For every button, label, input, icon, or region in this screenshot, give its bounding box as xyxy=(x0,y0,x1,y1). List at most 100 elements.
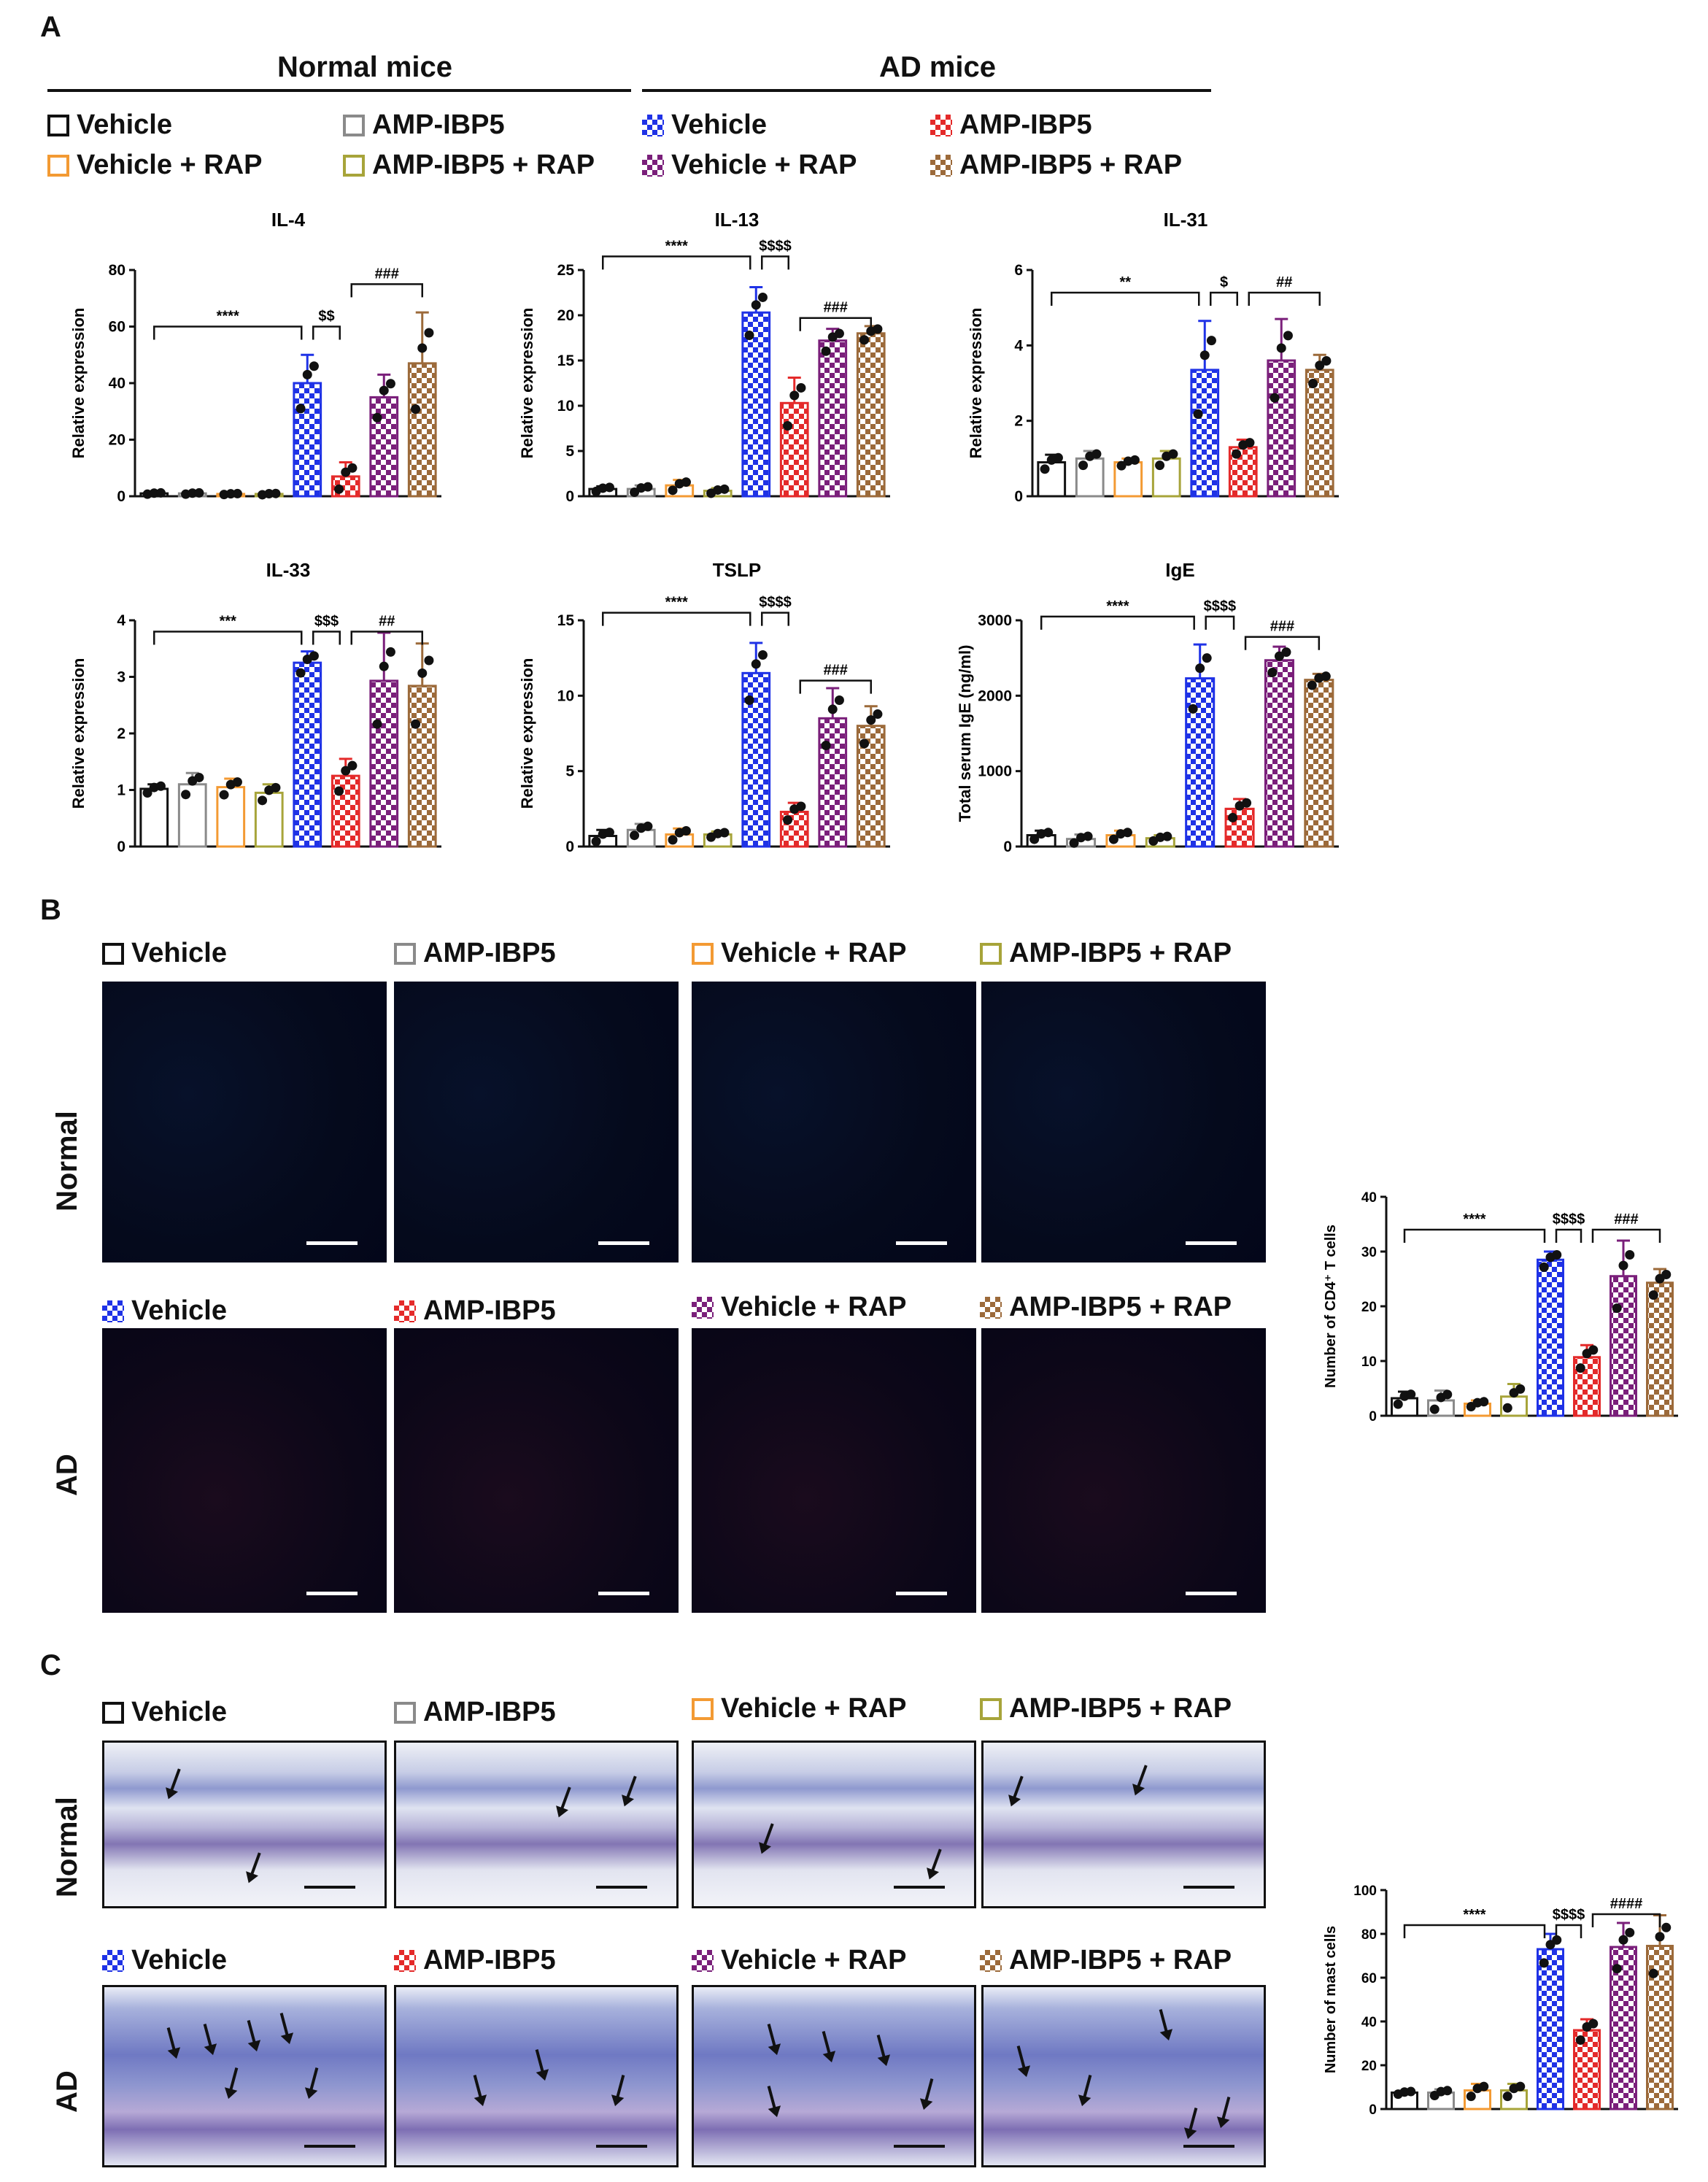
significance-bracket xyxy=(1205,615,1235,630)
legend-ad-vehicle-rap: Vehicle + RAP xyxy=(642,150,857,181)
data-point xyxy=(1155,460,1165,471)
mast-cell-arrow xyxy=(767,2086,777,2110)
if-image-ad-amp xyxy=(394,1328,679,1613)
ad-mice-title: AD mice xyxy=(878,51,997,83)
b-row-label-ad: AD xyxy=(51,1454,83,1496)
significance-bracket xyxy=(1248,291,1321,306)
swatch-check-red xyxy=(930,114,952,136)
significance-label: $$$$ xyxy=(1553,1211,1585,1227)
data-point xyxy=(334,484,344,494)
bar xyxy=(818,717,848,848)
scale-bar xyxy=(894,1886,945,1889)
significance-bracket xyxy=(1403,1228,1546,1243)
chart-il33: IL-33 Relative expression 0 1 2 3 4 *** $$$ ## xyxy=(69,559,441,855)
data-point xyxy=(719,828,730,838)
y-tick-label: 15 xyxy=(557,612,575,629)
swatch-check-blue xyxy=(102,1300,124,1322)
legend-ad-amp: AMP-IBP5 xyxy=(930,109,1092,141)
scale-bar xyxy=(896,1241,947,1245)
data-point xyxy=(1575,1363,1585,1373)
mast-cell-arrow xyxy=(203,2024,213,2048)
swatch-check-blue xyxy=(102,1949,124,1972)
data-point xyxy=(1552,1250,1562,1260)
significance-bracket xyxy=(1040,615,1195,630)
bar xyxy=(1304,679,1334,848)
histo-image-ad-amp xyxy=(394,1985,679,2167)
data-point xyxy=(827,704,838,714)
swatch-open-black xyxy=(102,1701,124,1724)
mast-cell-arrow xyxy=(1012,1776,1024,1800)
mast-cell-arrow xyxy=(279,2013,290,2038)
c-row-label-normal: Normal xyxy=(51,1797,83,1897)
bar xyxy=(139,787,169,848)
data-point xyxy=(149,488,159,498)
legend-label: Vehicle + RAP xyxy=(721,938,907,968)
legend-label: Vehicle + RAP xyxy=(671,150,857,180)
significance-label: $$$ xyxy=(314,614,339,630)
data-point xyxy=(1442,1389,1453,1400)
data-point xyxy=(643,821,653,831)
mast-cell-arrow xyxy=(228,2067,239,2092)
data-point xyxy=(1122,828,1132,838)
data-point xyxy=(1321,671,1331,682)
data-point xyxy=(1188,703,1198,714)
data-point xyxy=(681,826,691,836)
significance-bracket xyxy=(1555,1924,1583,1938)
y-tick-label: 40 xyxy=(1361,2015,1377,2030)
data-point xyxy=(1618,1935,1628,1945)
bar xyxy=(293,382,322,498)
scale-bar xyxy=(596,1886,647,1889)
y-axis-label: Relative expression xyxy=(69,658,88,809)
normal-mice-rule xyxy=(47,89,631,92)
data-point xyxy=(232,488,242,498)
data-point xyxy=(219,790,229,800)
mast-cell-arrow xyxy=(1188,2108,1198,2132)
data-point xyxy=(1308,379,1318,389)
scale-bar xyxy=(596,2145,647,2148)
y-axis-label: Number of mast cells xyxy=(1323,1926,1339,2073)
data-point xyxy=(155,487,166,498)
mast-cell-arrow xyxy=(876,2035,886,2059)
scale-bar xyxy=(896,1592,947,1595)
data-point xyxy=(1479,1397,1489,1407)
swatch-check-red xyxy=(394,1300,416,1322)
legend-label: AMP-IBP5 xyxy=(423,1945,556,1975)
data-point xyxy=(1276,343,1286,353)
bar xyxy=(1305,369,1334,498)
legend-label: AMP-IBP5 + RAP xyxy=(1009,1945,1232,1975)
legend-normal-vehicle-rap: Vehicle + RAP xyxy=(47,150,263,181)
histo-image-ad-vehicle xyxy=(102,1985,387,2167)
data-point xyxy=(668,485,678,496)
significance-bracket xyxy=(350,631,423,645)
significance-bracket xyxy=(602,612,751,626)
y-tick-label: 5 xyxy=(565,443,574,460)
data-point xyxy=(1108,834,1118,844)
data-point xyxy=(1442,2086,1453,2096)
data-point xyxy=(1078,460,1089,471)
y-tick-label: 3 xyxy=(117,669,125,686)
normal-mice-title: Normal mice xyxy=(277,51,453,83)
data-point xyxy=(142,788,152,798)
data-point xyxy=(1267,668,1278,678)
mast-cell-arrow xyxy=(930,1848,942,1873)
data-point xyxy=(1406,1389,1416,1400)
mast-cell-arrow xyxy=(924,2078,934,2103)
significance-label: **** xyxy=(665,595,688,611)
y-tick-label: 0 xyxy=(117,839,125,855)
data-point xyxy=(796,801,806,811)
chart-title: IL-13 xyxy=(715,209,760,231)
if-image-ad-vehicle xyxy=(102,1328,387,1613)
b-legend-ad-amp-rap: AMP-IBP5 + RAP xyxy=(980,1292,1232,1323)
data-point xyxy=(379,385,389,396)
data-point xyxy=(309,651,319,661)
data-point xyxy=(411,404,421,415)
y-tick-label: 2000 xyxy=(978,687,1012,704)
y-tick-label: 40 xyxy=(109,375,125,392)
significance-label: $$$$ xyxy=(759,595,792,611)
mast-cell-arrow xyxy=(247,2020,257,2045)
y-tick-label: 20 xyxy=(557,307,574,324)
swatch-check-blue xyxy=(642,114,664,136)
data-point xyxy=(1393,1399,1403,1409)
significance-label: #### xyxy=(1610,1896,1643,1912)
y-tick-label: 1 xyxy=(117,782,125,799)
